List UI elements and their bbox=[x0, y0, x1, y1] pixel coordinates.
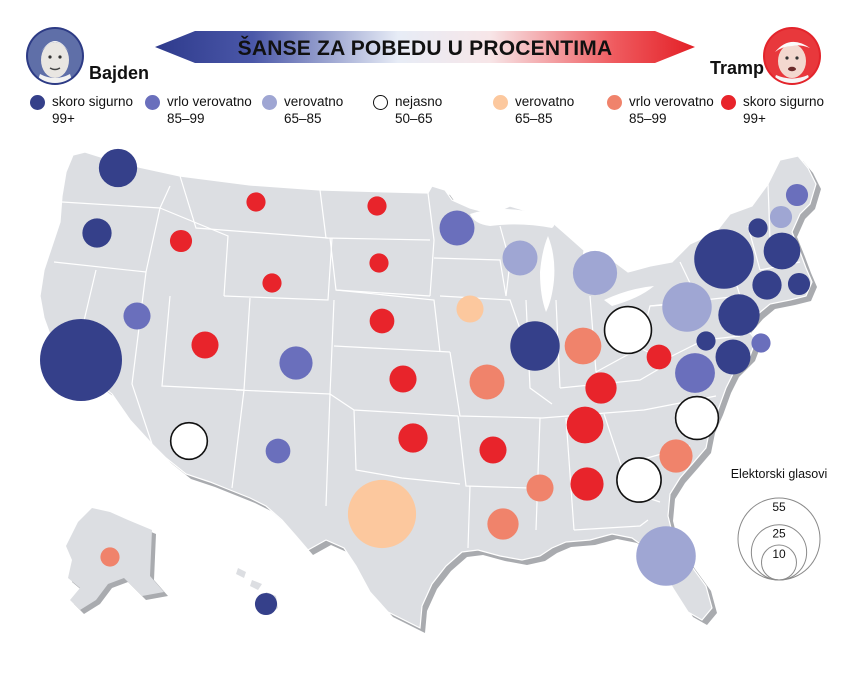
legend-label: vrlo verovatno bbox=[167, 94, 252, 109]
state-bubble-pa bbox=[662, 282, 712, 332]
legend-range: 65–85 bbox=[284, 111, 322, 126]
state-bubble-md bbox=[715, 339, 751, 375]
state-bubble-al bbox=[570, 467, 604, 501]
state-bubble-az bbox=[169, 421, 209, 461]
lake-michigan bbox=[540, 236, 555, 312]
state-bubble-nc bbox=[674, 395, 720, 441]
size-legend-value: 55 bbox=[772, 500, 786, 514]
legend-range: 85–99 bbox=[629, 111, 667, 126]
legend-swatch-rep_very bbox=[607, 95, 622, 110]
state-bubble-ar bbox=[479, 436, 507, 464]
state-bubble-nh bbox=[769, 205, 793, 229]
state-bubble-tn bbox=[566, 406, 604, 444]
legend-swatch-dem_likely bbox=[262, 95, 277, 110]
state-bubble-mt bbox=[246, 192, 266, 212]
state-bubble-mi bbox=[572, 250, 618, 296]
state-bubble-nd bbox=[367, 196, 387, 216]
legend-swatch-rep_likely bbox=[493, 95, 508, 110]
state-bubble-ne bbox=[369, 308, 395, 334]
state-bubble-vt bbox=[748, 218, 768, 238]
state-bubble-ct bbox=[752, 270, 782, 300]
state-bubble-ky bbox=[585, 372, 617, 404]
page-title: ŠANSE ZA POBEDU U PROCENTIMA bbox=[238, 36, 613, 60]
state-bubble-ny bbox=[694, 229, 754, 289]
state-bubble-ak bbox=[100, 547, 120, 567]
size-legend-value: 10 bbox=[772, 547, 786, 561]
state-bubble-nj bbox=[718, 294, 760, 336]
legend-label: verovatno bbox=[515, 94, 575, 109]
title-banner: ŠANSE ZA POBEDU U PROCENTIMA bbox=[155, 31, 695, 63]
state-bubble-wv bbox=[646, 344, 672, 370]
state-bubble-nm bbox=[265, 438, 291, 464]
state-bubble-va bbox=[675, 353, 715, 393]
state-bubble-ga bbox=[616, 457, 662, 503]
state-bubble-co bbox=[279, 346, 313, 380]
state-bubble-tx bbox=[347, 479, 417, 549]
state-bubble-sc bbox=[659, 439, 693, 473]
us-map bbox=[39, 151, 821, 633]
state-bubble-la bbox=[487, 508, 519, 540]
state-bubble-or bbox=[82, 218, 112, 248]
state-bubble-ut bbox=[191, 331, 219, 359]
state-bubble-in bbox=[564, 327, 602, 365]
state-bubble-ms bbox=[526, 474, 554, 502]
state-bubble-ks bbox=[389, 365, 417, 393]
state-bubble-sd bbox=[369, 253, 389, 273]
legend-range: 99+ bbox=[52, 111, 75, 126]
state-bubble-mo bbox=[469, 364, 505, 400]
legend-range: 50–65 bbox=[395, 111, 433, 126]
legend-label: vrlo verovatno bbox=[629, 94, 714, 109]
lake-superior bbox=[470, 209, 555, 228]
legend-range: 85–99 bbox=[167, 111, 205, 126]
state-bubble-wy bbox=[262, 273, 282, 293]
state-bubble-wi bbox=[502, 240, 538, 276]
candidate-right-name: Tramp bbox=[710, 58, 765, 78]
legend-swatch-dem_sure bbox=[30, 95, 45, 110]
legend-range: 65–85 bbox=[515, 111, 553, 126]
legend-label: nejasno bbox=[395, 94, 443, 109]
title-arrow bbox=[155, 31, 695, 63]
size-legend-value: 25 bbox=[772, 527, 786, 541]
size-legend-title: Elektorski glasovi bbox=[731, 467, 828, 481]
legend-swatch-dem_very bbox=[145, 95, 160, 110]
legend-label: skoro sigurno bbox=[52, 94, 134, 109]
legend-label: skoro sigurno bbox=[743, 94, 825, 109]
state-bubble-ia bbox=[456, 295, 484, 323]
lake-erie bbox=[604, 286, 654, 306]
state-bubble-de bbox=[696, 331, 716, 351]
state-bubble-fl bbox=[636, 526, 696, 586]
state-bubbles bbox=[40, 148, 811, 616]
state-bubble-dc bbox=[751, 333, 771, 353]
state-bubble-oh bbox=[603, 305, 653, 355]
candidate-left-name: Bajden bbox=[89, 63, 150, 83]
state-bubble-mn bbox=[439, 210, 475, 246]
state-bubble-me bbox=[785, 183, 809, 207]
biden-portrait-icon bbox=[26, 27, 84, 85]
legend-swatch-tossup bbox=[373, 95, 388, 110]
state-bubble-wa bbox=[98, 148, 138, 188]
legend-range: 99+ bbox=[743, 111, 766, 126]
legend-swatch-rep_sure bbox=[721, 95, 736, 110]
size-legend-circle-10 bbox=[761, 544, 797, 581]
state-bubble-hi bbox=[254, 592, 278, 616]
state-bubble-ca bbox=[40, 319, 122, 401]
electoral-votes-legend: Elektorski glasovi 55 25 10 bbox=[731, 467, 828, 581]
trump-portrait-icon bbox=[763, 27, 821, 85]
state-bubble-ok bbox=[398, 423, 428, 453]
state-bubble-nv bbox=[123, 302, 151, 330]
state-bubble-ma bbox=[763, 232, 801, 270]
state-bubble-ri bbox=[787, 272, 811, 296]
legend-label: verovatno bbox=[284, 94, 344, 109]
state-bubble-id bbox=[169, 229, 193, 253]
state-bubble-il bbox=[510, 321, 560, 371]
